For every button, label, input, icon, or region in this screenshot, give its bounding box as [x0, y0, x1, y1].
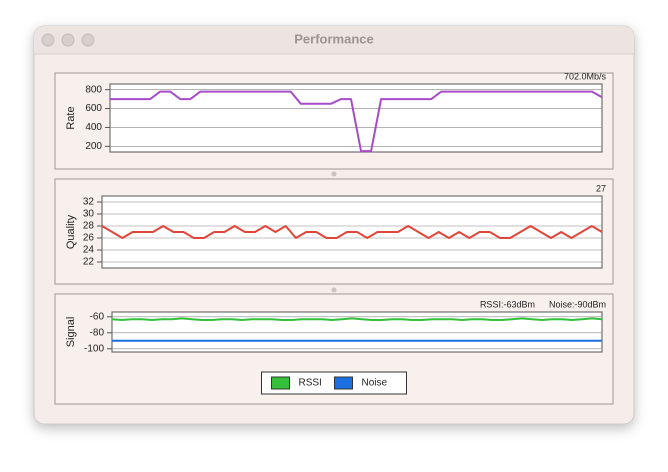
y-axis-label: Quality [65, 214, 77, 249]
annotation: 702.0Mb/s [564, 71, 607, 81]
y-tick-label: 600 [85, 103, 102, 114]
series-line [101, 225, 603, 239]
y-tick-label: 24 [83, 245, 95, 256]
y-tick-label: -100 [84, 343, 104, 354]
legend-label: RSSI [299, 378, 322, 389]
y-tick-label: 30 [83, 209, 95, 220]
series-line [110, 90, 603, 153]
y-tick-label: 32 [83, 197, 95, 208]
zoom-button[interactable] [81, 33, 95, 47]
annotation: Noise:-90dBm [549, 299, 606, 309]
y-tick-label: 800 [85, 84, 102, 95]
annotation: 27 [596, 183, 606, 193]
y-axis-label: Rate [65, 106, 77, 129]
legend-swatch [271, 376, 290, 390]
plot-area [109, 83, 603, 153]
series-line [111, 317, 603, 321]
y-tick-label: 400 [85, 122, 102, 133]
y-tick-label: 22 [83, 257, 95, 268]
y-axis-label: Signal [65, 317, 77, 348]
annotation: RSSI:-63dBm [480, 299, 535, 309]
split-handle[interactable] [331, 287, 337, 293]
y-tick-label: 200 [85, 141, 102, 152]
split-handle[interactable] [331, 171, 337, 177]
y-tick-label: -60 [90, 311, 105, 322]
minimize-button[interactable] [61, 33, 75, 47]
legend-swatch [334, 376, 353, 390]
legend-label: Noise [362, 378, 388, 389]
title-bar [34, 26, 634, 54]
y-tick-label: 26 [83, 233, 95, 244]
y-tick-label: -80 [90, 327, 105, 338]
window-title: Performance [294, 31, 373, 46]
y-tick-label: 28 [83, 221, 95, 232]
close-button[interactable] [41, 33, 55, 47]
